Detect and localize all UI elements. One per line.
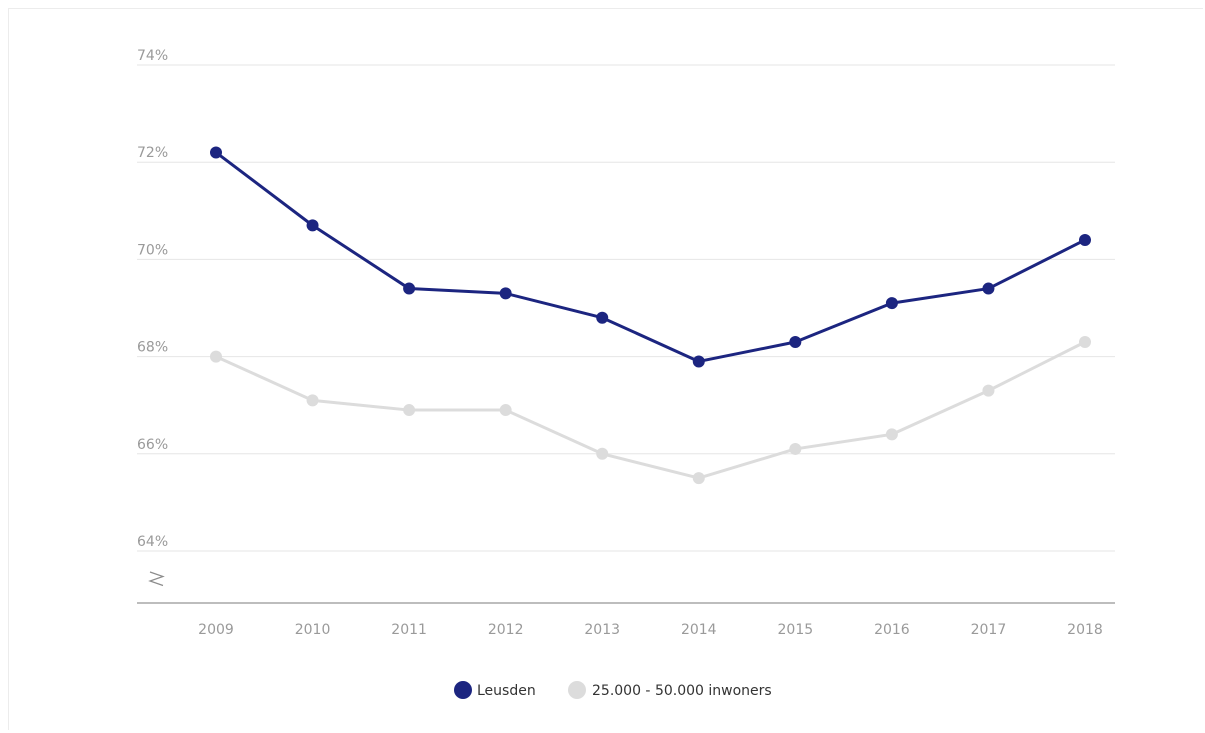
series-line bbox=[214, 340, 1087, 480]
data-point[interactable] bbox=[789, 442, 802, 455]
y-tick-label: 68% bbox=[137, 340, 168, 356]
y-tick-label: 70% bbox=[137, 242, 168, 258]
data-point[interactable] bbox=[210, 146, 222, 159]
data-point[interactable] bbox=[789, 336, 802, 349]
data-point[interactable] bbox=[885, 297, 898, 310]
series-lines bbox=[210, 146, 1091, 485]
data-point[interactable] bbox=[692, 355, 705, 368]
x-tick-label: 2013 bbox=[584, 622, 620, 638]
x-tick-label: 2015 bbox=[778, 622, 814, 638]
data-point[interactable] bbox=[596, 311, 609, 324]
y-tick-label: 66% bbox=[137, 437, 168, 453]
gridlines bbox=[137, 64, 1115, 552]
data-point[interactable] bbox=[596, 447, 609, 460]
data-point[interactable] bbox=[499, 404, 512, 417]
y-tick-label: 64% bbox=[137, 534, 168, 550]
x-tick-label: 2011 bbox=[391, 622, 427, 638]
chart-frame bbox=[8, 8, 1203, 730]
series-1 bbox=[210, 336, 1091, 485]
x-tick-label: 2018 bbox=[1067, 622, 1103, 638]
data-point[interactable] bbox=[499, 287, 512, 300]
legend-item[interactable]: 25.000 - 50.000 inwoners bbox=[568, 681, 772, 699]
data-point[interactable] bbox=[403, 282, 416, 295]
series-0 bbox=[210, 146, 1091, 368]
y-tick-label: 74% bbox=[137, 48, 168, 64]
x-tick-label: 2010 bbox=[295, 622, 331, 638]
y-tick-label: 72% bbox=[137, 145, 168, 161]
data-point[interactable] bbox=[982, 282, 995, 295]
axis-break-symbol bbox=[148, 571, 165, 587]
y-axis: 64% 66% 68% 70% 72% 74% bbox=[137, 48, 168, 550]
x-tick-label: 2009 bbox=[198, 622, 234, 638]
data-point[interactable] bbox=[210, 350, 222, 363]
legend-label: 25.000 - 50.000 inwoners bbox=[592, 683, 772, 699]
data-point[interactable] bbox=[306, 219, 319, 232]
legend-marker bbox=[568, 681, 586, 699]
x-tick-label: 2016 bbox=[874, 622, 910, 638]
data-point[interactable] bbox=[692, 472, 705, 485]
data-point[interactable] bbox=[885, 428, 898, 441]
series-line bbox=[214, 150, 1087, 363]
data-point[interactable] bbox=[403, 404, 416, 417]
x-axis: 2009 2010 2011 2012 2013 2014 2015 2016 2017 2018 bbox=[198, 622, 1103, 638]
data-point[interactable] bbox=[306, 394, 319, 407]
legend: Leusden 25.000 - 50.000 inwoners bbox=[454, 681, 772, 699]
x-tick-label: 2012 bbox=[488, 622, 524, 638]
legend-label: Leusden bbox=[477, 683, 536, 699]
data-point[interactable] bbox=[1079, 336, 1091, 349]
data-point[interactable] bbox=[1079, 233, 1091, 246]
legend-marker bbox=[454, 681, 472, 699]
legend-item[interactable]: Leusden bbox=[454, 681, 536, 699]
x-tick-label: 2014 bbox=[681, 622, 717, 638]
x-tick-label: 2017 bbox=[971, 622, 1007, 638]
data-point[interactable] bbox=[982, 384, 995, 397]
